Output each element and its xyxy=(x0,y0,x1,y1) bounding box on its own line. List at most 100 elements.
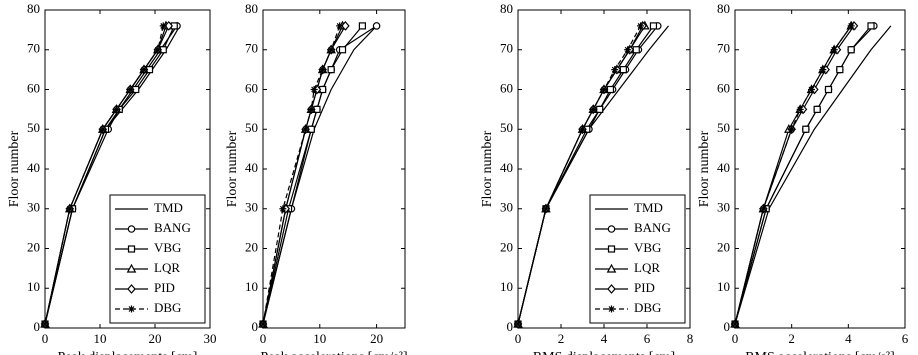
x-axis-label: RMS displacements [cm] xyxy=(533,350,675,355)
y-tick-label: 20 xyxy=(27,239,40,254)
x-tick-label: 2 xyxy=(558,331,565,346)
marker xyxy=(358,22,366,30)
y-tick-label: 20 xyxy=(500,239,513,254)
marker xyxy=(596,105,604,113)
marker xyxy=(600,86,608,93)
y-tick-label: 50 xyxy=(717,120,730,135)
y-tick-label: 0 xyxy=(507,319,514,334)
series-line xyxy=(734,25,875,325)
y-tick-label: 30 xyxy=(717,200,730,215)
marker xyxy=(310,86,318,93)
y-axis-label: Floor number xyxy=(7,130,22,207)
marker xyxy=(154,46,162,54)
marker xyxy=(514,320,522,328)
legend-label: BANG xyxy=(154,220,191,235)
legend-label: PID xyxy=(634,280,655,295)
legend-label: LQR xyxy=(634,260,660,275)
marker xyxy=(307,105,315,113)
y-tick-label: 30 xyxy=(245,200,258,215)
x-tick-label: 20 xyxy=(149,331,162,346)
y-tick-label: 80 xyxy=(245,1,258,16)
marker xyxy=(99,125,107,133)
marker xyxy=(128,305,135,313)
marker xyxy=(624,46,632,54)
y-axis-label: Floor number xyxy=(480,130,495,207)
y-tick-label: 30 xyxy=(500,200,513,215)
x-tick-label: 0 xyxy=(42,331,49,346)
x-tick-label: 6 xyxy=(902,331,909,346)
marker xyxy=(796,105,804,113)
marker xyxy=(759,205,767,213)
marker xyxy=(327,46,335,54)
x-tick-label: 8 xyxy=(687,331,694,346)
marker xyxy=(327,66,335,74)
y-tick-label: 80 xyxy=(500,1,513,16)
y-tick-label: 60 xyxy=(717,80,730,95)
marker xyxy=(159,22,167,30)
marker xyxy=(788,125,796,133)
x-tick-label: 4 xyxy=(845,331,852,346)
marker xyxy=(319,66,327,74)
marker xyxy=(279,205,287,213)
x-tick-label: 6 xyxy=(644,331,651,346)
y-axis-label: Floor number xyxy=(697,130,712,207)
y-tick-label: 70 xyxy=(27,41,40,56)
y-tick-label: 80 xyxy=(717,1,730,16)
marker xyxy=(619,66,627,74)
legend-box xyxy=(589,194,686,324)
x-tick-label: 10 xyxy=(313,331,326,346)
y-tick-label: 40 xyxy=(500,160,513,175)
legend-label: PID xyxy=(154,280,175,295)
y-tick-label: 0 xyxy=(252,319,259,334)
x-tick-label: 0 xyxy=(515,331,522,346)
x-axis-label: Peak displacements [cm] xyxy=(58,350,198,355)
y-tick-label: 40 xyxy=(27,160,40,175)
y-tick-label: 0 xyxy=(34,319,41,334)
y-tick-label: 80 xyxy=(27,1,40,16)
series-line xyxy=(734,25,852,325)
y-tick-label: 0 xyxy=(724,319,731,334)
y-tick-label: 50 xyxy=(500,120,513,135)
y-tick-label: 60 xyxy=(245,80,258,95)
y-tick-label: 10 xyxy=(27,279,40,294)
y-tick-label: 70 xyxy=(717,41,730,56)
plot-frame xyxy=(262,9,406,329)
legend-label: DBG xyxy=(634,300,661,315)
y-tick-label: 10 xyxy=(500,279,513,294)
marker xyxy=(164,20,174,31)
series-line xyxy=(734,25,855,325)
x-tick-label: 0 xyxy=(732,331,739,346)
series-line xyxy=(734,25,892,325)
series-line xyxy=(44,25,164,325)
x-tick-label: 20 xyxy=(370,331,383,346)
marker xyxy=(847,46,855,54)
marker xyxy=(867,22,875,30)
marker xyxy=(542,205,550,213)
marker xyxy=(830,46,838,54)
x-axis-label: RMS accelerations [cm/s²] xyxy=(745,350,895,355)
y-tick-label: 60 xyxy=(500,80,513,95)
series-line xyxy=(262,25,363,325)
marker xyxy=(607,245,616,253)
y-tick-label: 50 xyxy=(27,120,40,135)
marker xyxy=(824,85,833,94)
x-tick-label: 4 xyxy=(601,331,608,346)
marker xyxy=(341,20,350,31)
marker xyxy=(126,86,134,93)
marker xyxy=(836,66,844,74)
legend-box xyxy=(109,194,206,324)
marker xyxy=(589,105,597,113)
legend-label: LQR xyxy=(154,260,180,275)
marker xyxy=(606,263,617,273)
y-tick-label: 10 xyxy=(245,279,258,294)
marker xyxy=(579,125,586,133)
marker xyxy=(847,22,855,30)
y-tick-label: 60 xyxy=(27,80,40,95)
legend-label: VBG xyxy=(154,240,181,255)
series-line xyxy=(262,25,341,325)
x-tick-label: 30 xyxy=(204,331,217,346)
marker xyxy=(607,284,616,294)
y-tick-label: 10 xyxy=(717,279,730,294)
marker xyxy=(127,225,136,233)
